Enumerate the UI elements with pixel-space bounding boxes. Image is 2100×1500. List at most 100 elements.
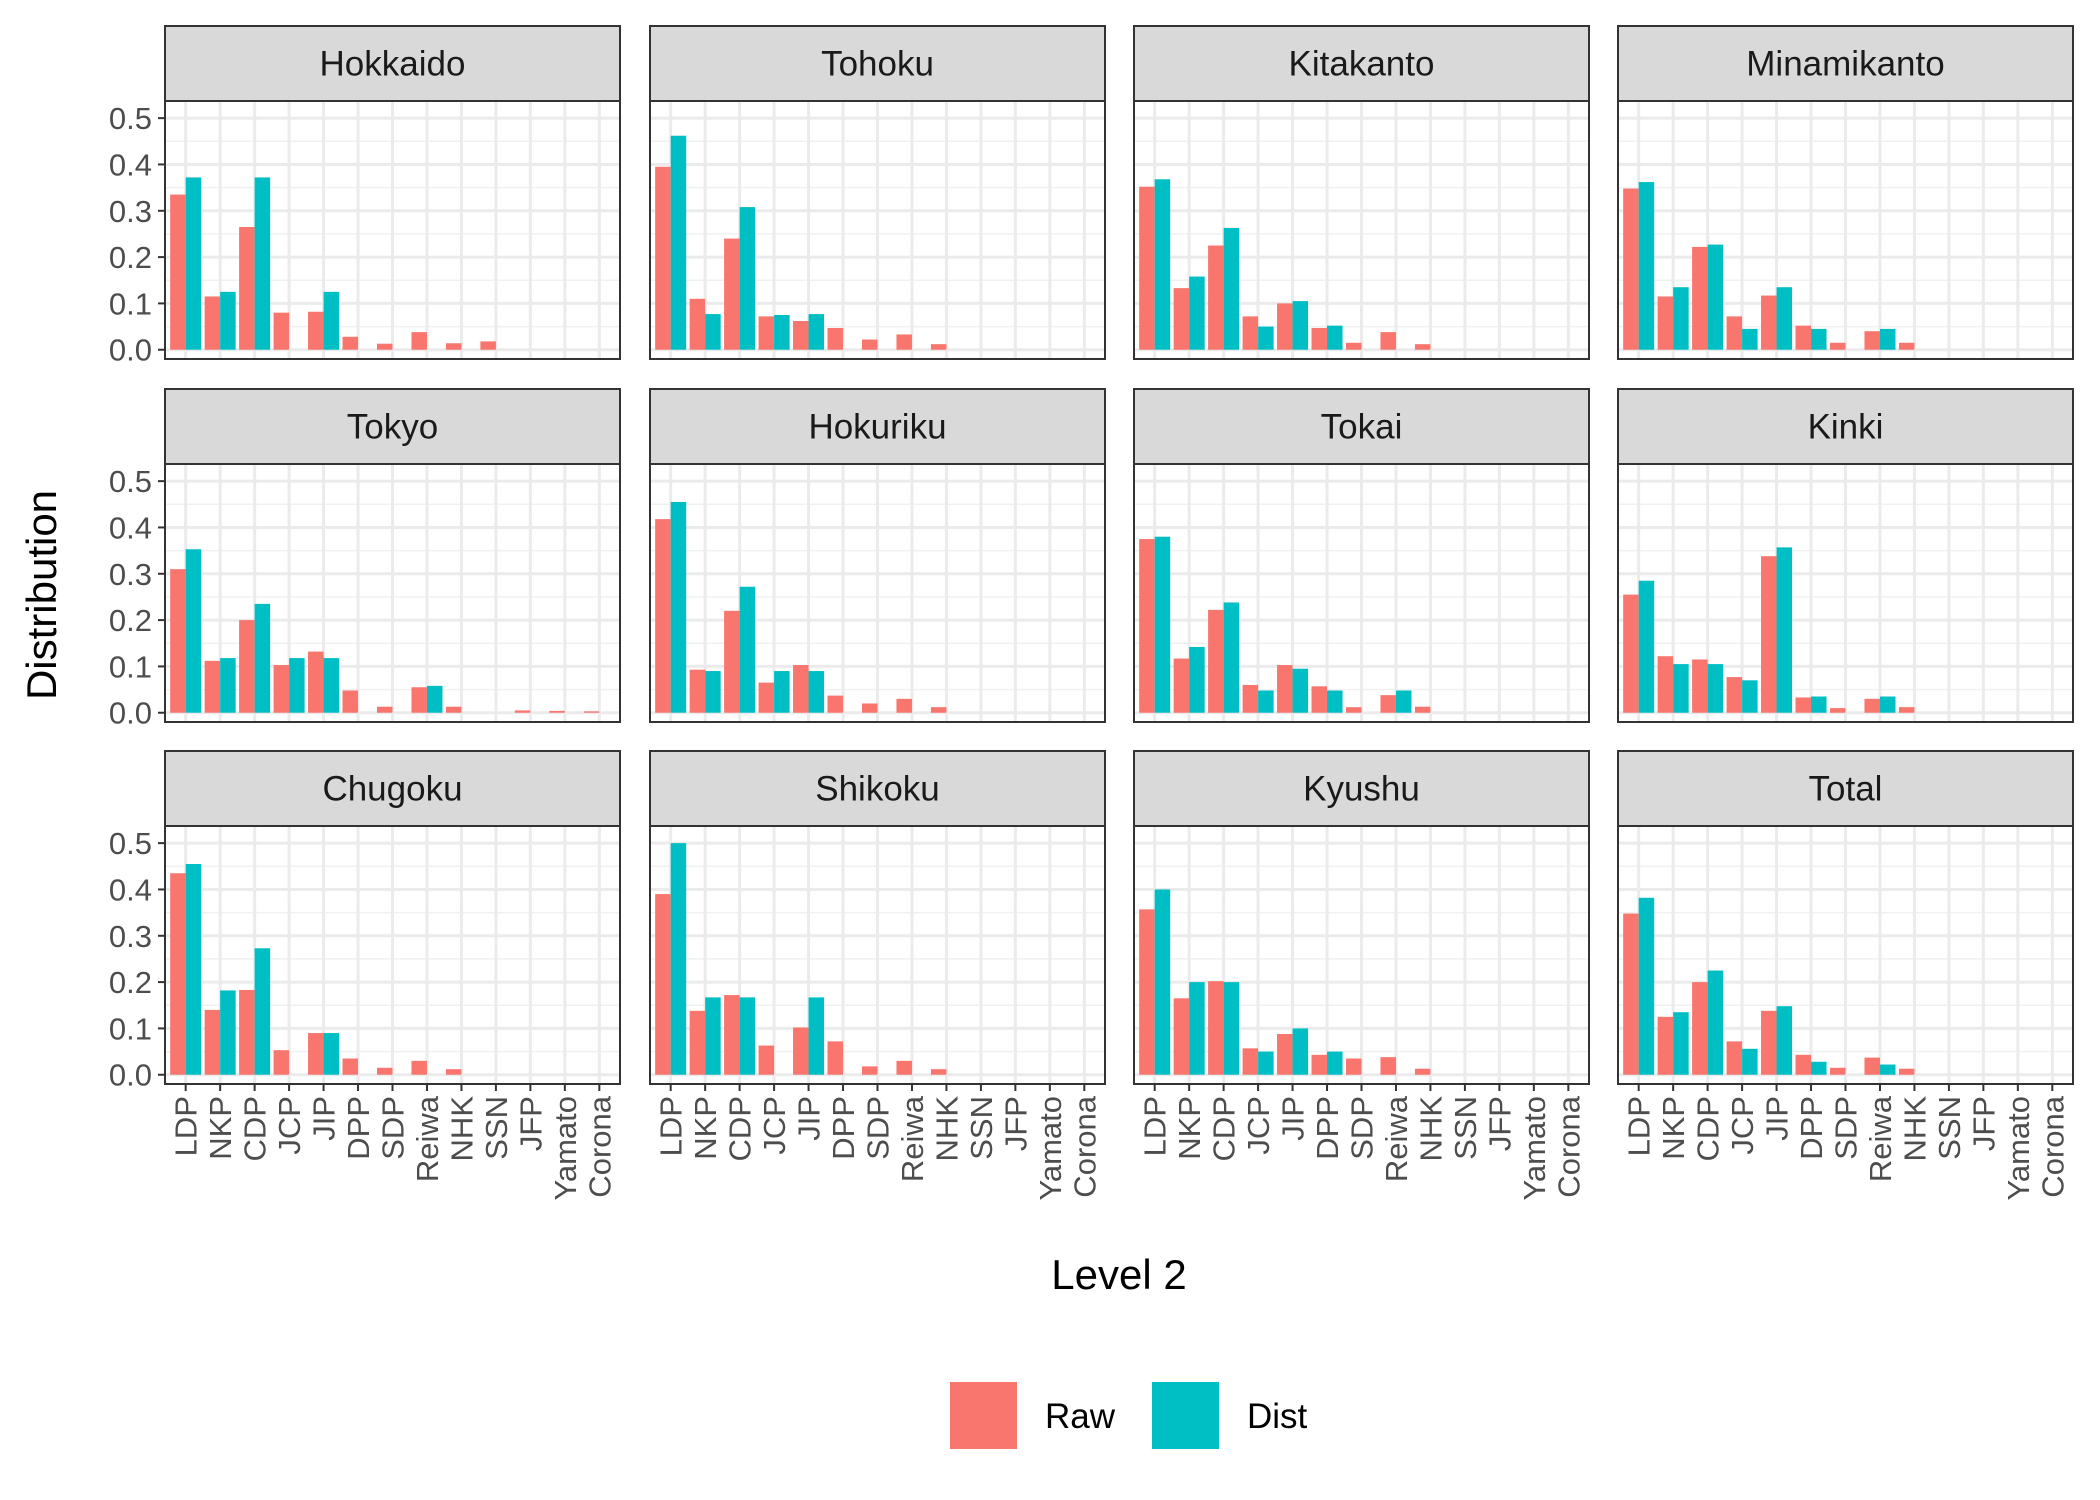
x-tick-label: Yamato	[548, 1096, 583, 1201]
bar-raw-jip	[793, 1027, 809, 1075]
bar-raw-yamato	[549, 710, 565, 713]
x-tick-label: Reiwa	[410, 1095, 445, 1182]
x-tick-label: SDP	[861, 1096, 896, 1160]
strip-label: Kitakanto	[1289, 45, 1435, 84]
y-tick-label: 0.5	[109, 826, 152, 861]
bar-raw-reiwa	[896, 334, 912, 350]
bar-raw-nhk	[930, 707, 947, 713]
bar-raw-jcp	[273, 1050, 290, 1075]
bar-dist-ldp	[1638, 897, 1655, 1075]
bar-dist-jip	[323, 658, 340, 713]
bar-raw-ssn	[480, 341, 496, 350]
x-tick-label: LDP	[1138, 1096, 1173, 1156]
strip-background	[1133, 750, 1590, 827]
x-tick-label: DPP	[1310, 1096, 1345, 1160]
bar-raw-ldp	[170, 194, 186, 350]
bar-raw-nhk	[445, 343, 462, 350]
bar-raw-nkp	[689, 1010, 706, 1075]
strip-label: Minamikanto	[1746, 45, 1944, 84]
bar-raw-reiwa	[1380, 332, 1396, 350]
bar-dist-reiwa	[1395, 690, 1412, 713]
x-tick-label: JIP	[1760, 1096, 1795, 1141]
y-tick-label: 0.5	[109, 101, 152, 136]
bar-raw-ldp	[1139, 909, 1155, 1075]
bar-raw-jip	[793, 665, 809, 713]
bar-dist-ldp	[1638, 182, 1655, 350]
bar-raw-reiwa	[896, 1060, 912, 1075]
bar-dist-dpp	[1327, 690, 1343, 713]
strip-label: Shikoku	[815, 770, 940, 809]
bar-dist-reiwa	[1879, 1064, 1896, 1075]
y-tick-label: 0.0	[109, 696, 152, 731]
bar-dist-jip	[1292, 668, 1309, 713]
x-tick-label: SSN	[479, 1096, 514, 1160]
bar-raw-jcp	[273, 312, 290, 350]
bar-dist-ldp	[185, 177, 202, 350]
x-tick-label: Corona	[2035, 1095, 2070, 1197]
y-tick-label: 0.4	[109, 510, 152, 545]
y-tick-label: 0.2	[109, 240, 152, 275]
bar-raw-ldp	[1139, 186, 1155, 350]
x-tick-label: CDP	[238, 1096, 273, 1161]
bar-raw-jcp	[758, 682, 775, 713]
x-tick-label: Yamato	[1033, 1096, 1068, 1201]
strip-background	[1617, 750, 2074, 827]
panel-hokkaido: Hokkaido 0.0 0.1 0.2 0.3 0.4 0.5	[109, 25, 621, 368]
bar-dist-jcp	[774, 671, 790, 713]
bar-raw-jcp	[1726, 1041, 1743, 1075]
bar-raw-jcp	[758, 1045, 775, 1075]
x-tick-label: JCP	[1725, 1096, 1760, 1155]
bar-dist-jip	[808, 671, 825, 713]
bar-dist-cdp	[739, 207, 756, 350]
x-tick-label: JCP	[1241, 1096, 1276, 1155]
bar-dist-dpp	[1811, 696, 1827, 713]
y-tick-label: 0.3	[109, 557, 152, 592]
bar-dist-nkp	[705, 671, 721, 713]
bar-dist-cdp	[1707, 244, 1724, 350]
strip-background	[1617, 388, 2074, 465]
bar-dist-ldp	[1154, 889, 1171, 1075]
x-tick-label: NKP	[688, 1096, 723, 1160]
strip-label: Tohoku	[821, 45, 934, 84]
y-tick-label: 0.3	[109, 919, 152, 954]
bar-raw-reiwa	[411, 332, 427, 350]
bar-dist-nkp	[705, 997, 721, 1075]
bar-dist-nkp	[1189, 982, 1205, 1075]
bar-dist-jip	[323, 291, 340, 350]
x-tick-label: JIP	[1276, 1096, 1311, 1141]
legend-item-dist: Dist	[1152, 1382, 1308, 1449]
bar-raw-nhk	[445, 1069, 462, 1075]
bar-raw-nkp	[1173, 288, 1190, 350]
panel-kinki: Kinki	[1617, 388, 2074, 723]
bar-raw-nkp	[204, 660, 221, 713]
strip-background	[1133, 25, 1590, 102]
bar-raw-reiwa	[1864, 331, 1880, 350]
bar-raw-nhk	[1414, 706, 1431, 713]
legend-item-raw: Raw	[950, 1382, 1116, 1449]
facet-panels: Hokkaido 0.0 0.1 0.2 0.3 0.4 0.5 Tohoku Kitakant…	[109, 25, 2074, 1201]
strip-label: Hokkaido	[320, 45, 466, 84]
bar-raw-jip	[1761, 556, 1777, 713]
bar-raw-ldp	[1623, 594, 1639, 713]
bar-raw-jip	[1761, 1010, 1777, 1075]
legend-label: Dist	[1247, 1397, 1308, 1436]
bar-raw-cdp	[1208, 245, 1224, 350]
bar-dist-jip	[1292, 1028, 1309, 1075]
bar-dist-ldp	[1154, 536, 1171, 713]
bar-raw-cdp	[239, 620, 255, 713]
bar-raw-jip	[1277, 303, 1293, 350]
legend: Raw Dist	[950, 1382, 1308, 1449]
bar-dist-nkp	[1673, 1012, 1689, 1075]
bar-raw-nkp	[1173, 658, 1190, 713]
y-tick-label: 0.3	[109, 194, 152, 229]
bar-dist-cdp	[254, 603, 271, 713]
strip-background	[1617, 25, 2074, 102]
bar-raw-nkp	[1657, 656, 1674, 713]
bar-dist-jcp	[1742, 680, 1758, 713]
bar-dist-jcp	[289, 658, 305, 713]
bar-raw-sdp	[376, 706, 393, 713]
x-tick-label: LDP	[1622, 1096, 1657, 1156]
strip-label: Kyushu	[1303, 770, 1420, 809]
y-tick-label: 0.1	[109, 1011, 152, 1046]
x-tick-label: Yamato	[1517, 1096, 1552, 1201]
